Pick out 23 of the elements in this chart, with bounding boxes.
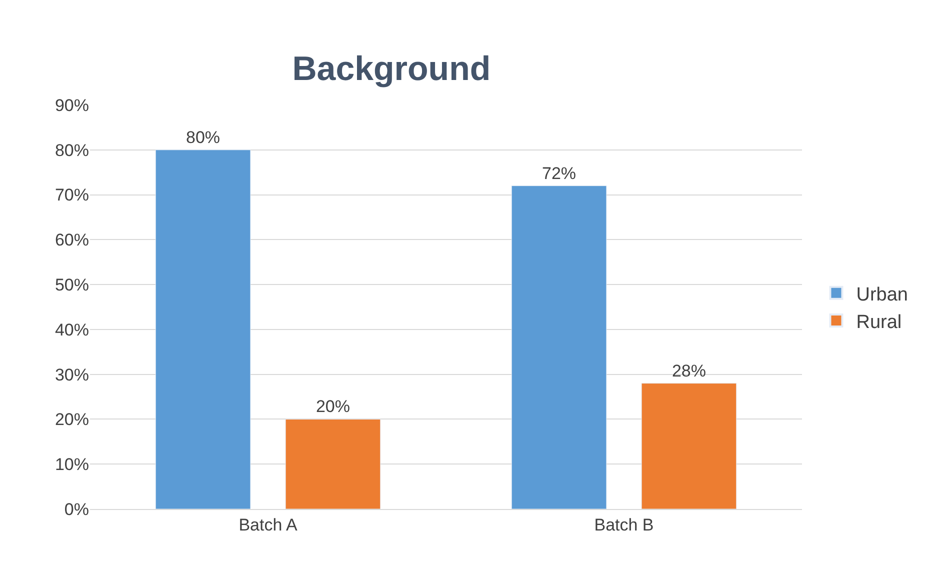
data-label: 20% xyxy=(316,397,350,416)
legend-label: Rural xyxy=(856,312,902,333)
x-tick-label: Batch B xyxy=(594,515,654,534)
y-tick-label: 90% xyxy=(54,96,89,115)
y-tick-label: 60% xyxy=(54,230,89,250)
data-label: 28% xyxy=(672,361,706,380)
y-tick-label: 10% xyxy=(54,455,89,474)
chart-title: Background xyxy=(292,50,491,88)
y-tick-label: 70% xyxy=(54,186,89,205)
data-label: 72% xyxy=(542,164,576,183)
data-label: 80% xyxy=(186,128,220,147)
y-tick-label: 40% xyxy=(54,320,89,340)
y-tick-label: 0% xyxy=(64,500,89,519)
x-tick-label: Batch A xyxy=(238,515,298,534)
y-tick-label: 50% xyxy=(54,276,89,295)
bar xyxy=(285,418,381,509)
bar xyxy=(155,150,251,509)
y-tick-label: 20% xyxy=(54,410,89,430)
y-tick-label: 30% xyxy=(54,365,89,384)
bar xyxy=(511,186,607,509)
legend-label: Urban xyxy=(856,284,908,306)
bar xyxy=(641,383,737,509)
y-tick-label: 80% xyxy=(54,140,89,160)
